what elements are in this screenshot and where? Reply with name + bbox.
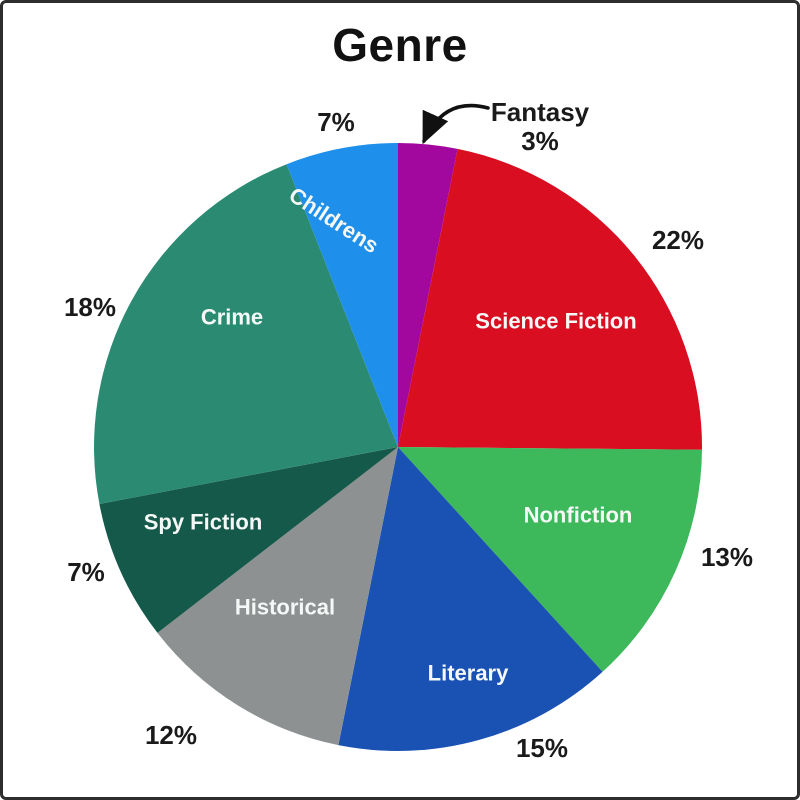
- pie-labels: Science Fiction 22% Nonfiction 13% Literary 1…: [64, 107, 753, 763]
- slice-name-historical: Historical: [235, 595, 335, 620]
- fantasy-annotation-label: Fantasy: [491, 97, 590, 127]
- slice-name-literary: Literary: [428, 661, 509, 686]
- pie-slice-historical[interactable]: [157, 447, 399, 746]
- slice-pct-crime: 18%: [64, 292, 116, 322]
- fantasy-annotation-arrow-icon: [422, 103, 490, 145]
- pie-slice-childrens[interactable]: [286, 143, 398, 447]
- pie-slices: [94, 143, 703, 751]
- pie-slice-literary[interactable]: [338, 447, 603, 751]
- pie-slice-crime[interactable]: [94, 164, 398, 504]
- pie-slice-science-fiction[interactable]: [398, 148, 703, 450]
- pie-slice-nonfiction[interactable]: [398, 447, 702, 672]
- slice-pct-nonfiction: 13%: [701, 542, 753, 572]
- slice-name-nonfiction: Nonfiction: [524, 503, 633, 528]
- slice-pct-spy-fiction: 7%: [67, 557, 105, 587]
- pie-slice-spy-fiction[interactable]: [99, 447, 399, 633]
- slice-pct-literary: 15%: [516, 733, 568, 763]
- fantasy-annotation-value: 3%: [521, 126, 559, 156]
- pie-slice-fantasy[interactable]: [398, 143, 458, 447]
- slice-pct-childrens: 7%: [317, 107, 355, 137]
- slice-pct-historical: 12%: [145, 720, 197, 750]
- slice-name-spy-fiction: Spy Fiction: [144, 510, 263, 535]
- slice-pct-science-fiction: 22%: [652, 225, 704, 255]
- slice-name-crime: Crime: [201, 305, 263, 330]
- chart-title: Genre: [332, 19, 468, 71]
- slice-name-science-fiction: Science Fiction: [475, 309, 636, 334]
